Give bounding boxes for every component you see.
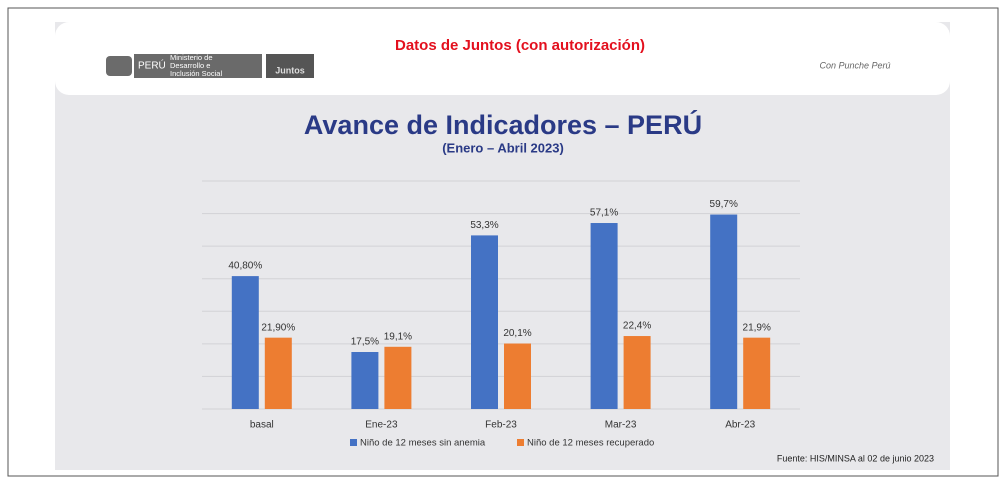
logo-ministry: Ministerio de Desarrollo e Inclusión Soc… [170, 54, 223, 78]
data-label: 57,1% [590, 208, 618, 219]
bar [471, 235, 498, 409]
bar [264, 337, 292, 409]
logo-juntos-box [266, 54, 314, 78]
legend-swatch [517, 439, 524, 446]
data-label: 53,3% [470, 220, 498, 231]
bar [623, 336, 651, 409]
logo-ministry-box: Ministerio de Desarrollo e Inclusión Soc… [170, 54, 223, 78]
legend-label: Niño de 12 meses recuperado [527, 438, 654, 449]
logo-box [134, 54, 262, 78]
x-tick-label: basal [250, 420, 274, 431]
data-label: 22,4% [623, 321, 651, 332]
logo-shield [106, 56, 132, 76]
chart-title: Avance de Indicadores – PERÚ [304, 109, 702, 140]
bar [384, 346, 412, 409]
bar [351, 352, 379, 409]
bar [710, 214, 738, 409]
chart-subtitle: (Enero – Abril 2023) [442, 140, 564, 155]
header-title: Datos de Juntos (con autorización) [395, 37, 645, 54]
x-tick-label: Abr-23 [725, 420, 755, 431]
logo-punche: Con Punche Perú [819, 60, 890, 70]
data-label: 59,7% [710, 199, 738, 210]
data-label: 21,90% [261, 322, 295, 333]
logo-peru: PERÚ [138, 59, 166, 72]
bar [231, 276, 259, 409]
bar [590, 223, 618, 409]
data-label: 40,80% [228, 261, 262, 272]
data-label: 17,5% [351, 337, 379, 348]
legend-label: Niño de 12 meses sin anemia [360, 438, 486, 449]
x-tick-label: Feb-23 [485, 420, 517, 431]
x-tick-label: Mar-23 [605, 420, 637, 431]
bar [504, 343, 531, 409]
data-label: 21,9% [743, 322, 771, 333]
bar [743, 337, 771, 409]
legend-swatch [350, 439, 357, 446]
logo-juntos: Juntos [275, 65, 305, 75]
data-label: 19,1% [384, 331, 412, 342]
data-label: 20,1% [503, 328, 531, 339]
x-tick-label: Ene-23 [365, 420, 398, 431]
source: Fuente: HIS/MINSA al 02 de junio 2023 [777, 453, 934, 463]
